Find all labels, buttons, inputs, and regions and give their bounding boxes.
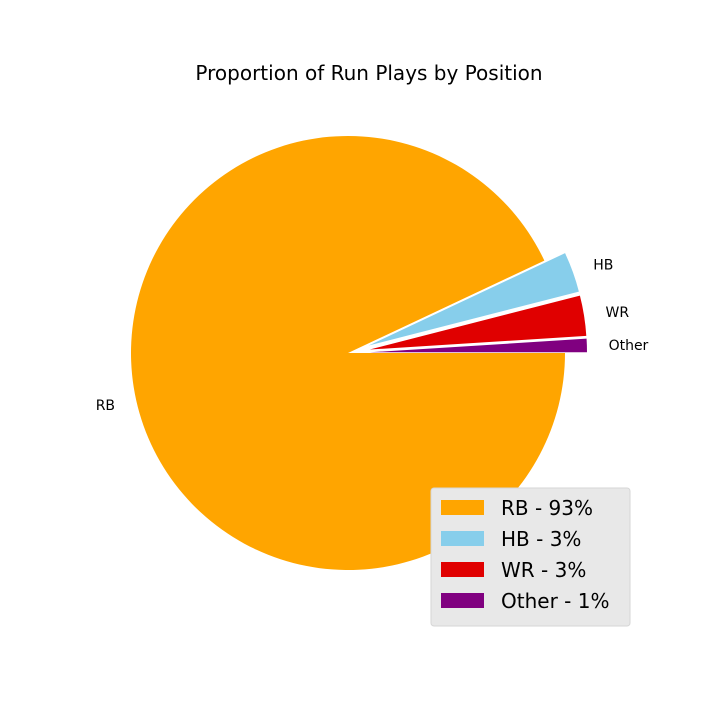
- legend-swatch-rb: [441, 500, 484, 515]
- legend-box: [430, 487, 631, 627]
- legend-label-hb: HB - 3%: [501, 527, 581, 551]
- legend-swatch-other: [441, 593, 484, 608]
- slice-label-hb: HB: [593, 258, 613, 274]
- legend: RB - 93% HB - 3% WR - 3% Other - 1%: [430, 487, 631, 627]
- pie-slice-other: [369, 338, 587, 353]
- slice-label-other: Other: [609, 338, 649, 354]
- pie-slices: [130, 135, 587, 570]
- legend-label-wr: WR - 3%: [501, 558, 586, 582]
- legend-swatch-hb: [441, 531, 484, 546]
- pie-slice-wr: [369, 295, 587, 350]
- pie-slice-hb: [368, 253, 579, 346]
- legend-label-other: Other - 1%: [501, 589, 609, 613]
- slice-label-wr: WR: [605, 305, 629, 321]
- chart-title: Proportion of Run Plays by Position: [195, 61, 542, 85]
- pie-slice-labels: RB HB WR Other: [96, 258, 649, 414]
- pie-slice-rb: [130, 135, 565, 570]
- legend-label-rb: RB - 93%: [501, 496, 593, 520]
- slice-label-rb: RB: [96, 398, 115, 414]
- legend-swatch-wr: [441, 562, 484, 577]
